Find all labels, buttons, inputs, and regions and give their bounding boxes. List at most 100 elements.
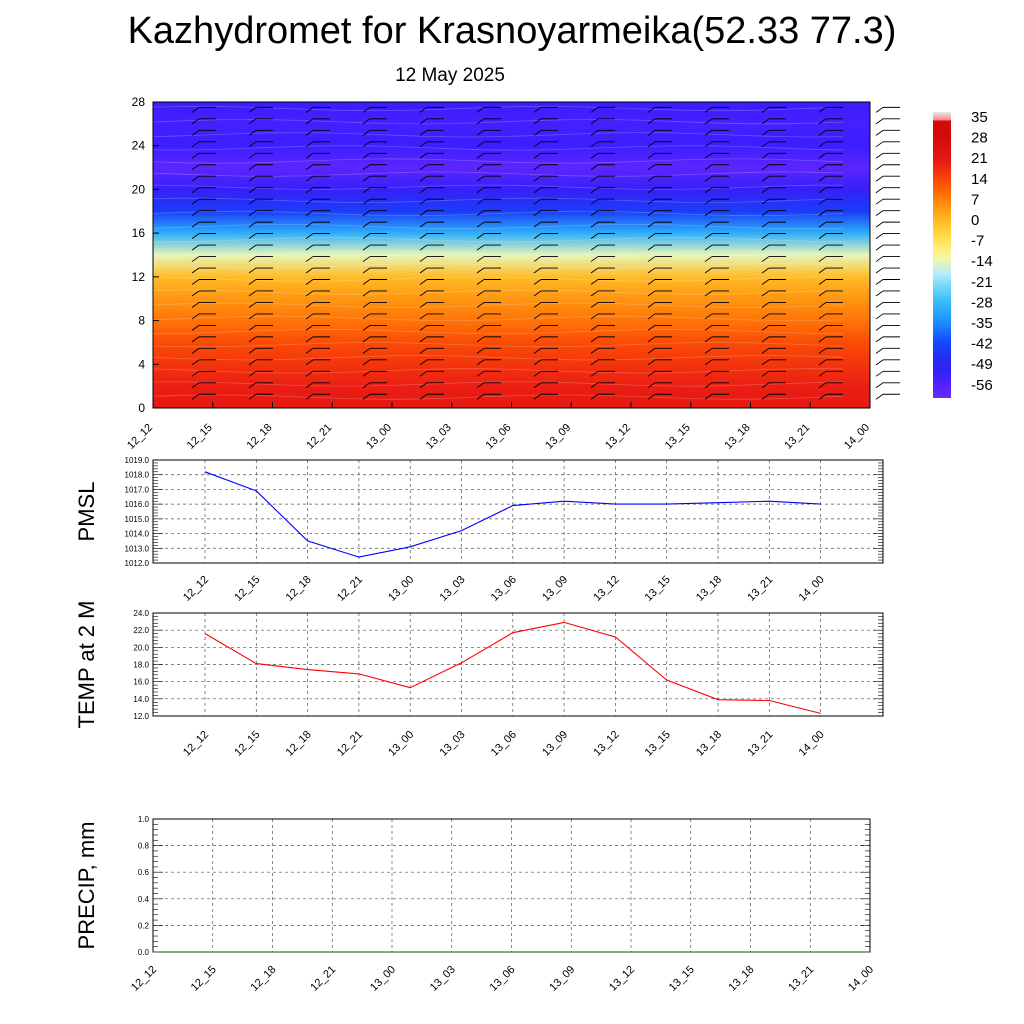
wind-barb xyxy=(362,198,387,205)
wind-barb xyxy=(305,393,330,400)
contour-line xyxy=(152,132,844,138)
wind-barb xyxy=(191,336,216,343)
wind-barb xyxy=(305,106,330,113)
x-tick-label: 13_15 xyxy=(643,729,673,759)
wind-barb xyxy=(419,198,444,205)
wind-barb xyxy=(761,106,786,113)
wind-barb xyxy=(704,198,729,205)
wind-barb xyxy=(248,152,273,159)
colorbar-label: -14 xyxy=(971,253,993,270)
wind-barb xyxy=(248,233,273,239)
wind-barb xyxy=(248,267,273,274)
x-tick-label: 14_00 xyxy=(842,422,872,452)
wind-barb xyxy=(818,302,843,308)
wind-barb xyxy=(704,233,729,239)
wind-barb xyxy=(191,359,216,366)
wind-barb xyxy=(191,244,216,251)
wind-barb xyxy=(191,152,216,159)
wind-barb xyxy=(590,141,615,148)
wind-barb xyxy=(875,336,900,343)
wind-barb xyxy=(476,279,501,285)
wind-barb xyxy=(533,233,558,239)
y-tick-label: 1018.0 xyxy=(125,471,150,480)
x-tick-label: 13_21 xyxy=(782,422,812,452)
y-tick-label: 1016.0 xyxy=(125,500,150,509)
wind-barb xyxy=(362,118,387,125)
x-tick-label: 13_03 xyxy=(428,964,458,994)
wind-barb xyxy=(875,267,900,274)
wind-barb xyxy=(362,244,387,251)
x-tick-label: 12_21 xyxy=(304,422,334,452)
y-tick-label: 1017.0 xyxy=(125,485,150,494)
wind-barb xyxy=(191,210,216,217)
wind-barb xyxy=(647,129,672,136)
wind-barb xyxy=(761,336,786,343)
wind-barb xyxy=(362,164,387,171)
x-tick-label: 12_21 xyxy=(335,574,365,604)
wind-barb xyxy=(476,302,501,308)
colorbar-label: 14 xyxy=(971,171,988,188)
wind-barb xyxy=(647,141,672,148)
wind-barb xyxy=(533,267,558,274)
y-tick-label: 24.0 xyxy=(133,609,149,618)
plot-frame xyxy=(152,459,884,564)
x-tick-label: 12_12 xyxy=(125,422,155,452)
x-tick-label: 13_00 xyxy=(386,574,416,604)
wind-barb xyxy=(305,233,330,239)
wind-barb xyxy=(419,336,444,343)
wind-barb xyxy=(191,187,216,194)
y-tick-label: 1013.0 xyxy=(125,544,150,553)
wind-barb xyxy=(305,221,330,228)
wind-barb xyxy=(305,370,330,377)
wind-barb xyxy=(248,382,273,389)
wind-barb xyxy=(248,393,273,400)
x-tick-label: 13_15 xyxy=(667,964,697,994)
wind-barb xyxy=(818,129,843,136)
colorbar-label: 7 xyxy=(971,191,979,208)
wind-barb xyxy=(704,152,729,159)
wind-barb xyxy=(533,370,558,377)
series-line xyxy=(204,621,821,714)
wind-barb xyxy=(476,198,501,205)
wind-barb xyxy=(647,198,672,205)
wind-barb xyxy=(704,141,729,148)
wind-barb xyxy=(875,129,900,136)
wind-barb xyxy=(362,141,387,148)
wind-barb xyxy=(476,221,501,228)
wind-barb xyxy=(476,290,501,297)
y-tick-label: 1019.0 xyxy=(125,456,150,465)
colorbar-label: -35 xyxy=(971,315,993,332)
contour-line xyxy=(152,302,844,308)
wind-barb xyxy=(875,279,900,285)
contour-line xyxy=(152,315,844,322)
wind-barb xyxy=(875,118,900,125)
wind-barb xyxy=(647,210,672,217)
wind-barb xyxy=(818,324,843,331)
wind-barb xyxy=(305,279,330,285)
page-subtitle: 12 May 2025 xyxy=(395,65,505,86)
wind-barb xyxy=(419,129,444,136)
x-tick-label: 12_18 xyxy=(284,574,314,604)
wind-barb xyxy=(818,152,843,159)
wind-barb xyxy=(248,370,273,377)
wind-barb xyxy=(419,221,444,228)
colorbar-label: 0 xyxy=(971,212,979,229)
wind-barb xyxy=(248,336,273,343)
x-tick-label: 12_15 xyxy=(189,964,219,994)
wind-barb xyxy=(305,359,330,366)
wind-barb xyxy=(362,106,387,113)
x-tick-label: 12_21 xyxy=(335,729,365,759)
wind-barb xyxy=(761,256,786,262)
y-tick-label: 16 xyxy=(132,226,146,240)
wind-barb xyxy=(362,233,387,239)
wind-barb xyxy=(761,279,786,285)
wind-barb xyxy=(476,210,501,217)
wind-barb xyxy=(818,256,843,262)
wind-barb xyxy=(761,210,786,217)
contour-line xyxy=(152,145,844,151)
wind-barb xyxy=(818,290,843,297)
wind-barb xyxy=(248,221,273,228)
wind-barb xyxy=(647,244,672,251)
wind-barb xyxy=(818,244,843,251)
